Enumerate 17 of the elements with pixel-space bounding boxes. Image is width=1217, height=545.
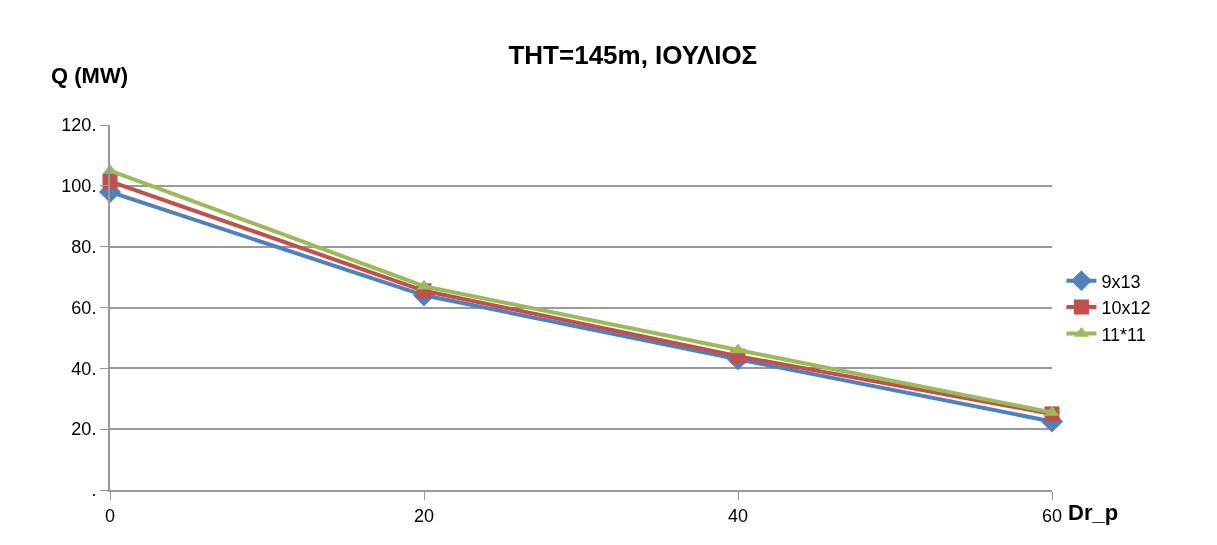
- y-axis-title: Q (MW): [51, 63, 128, 88]
- legend-label: 11*11: [1101, 324, 1146, 345]
- y-tick-label: 40.: [71, 358, 97, 379]
- legend-label: 9x13: [1101, 271, 1141, 292]
- x-tick-label: 40: [727, 505, 749, 526]
- y-tick-label: .: [91, 480, 97, 501]
- x-axis-title: Dr_p: [1068, 500, 1119, 525]
- y-tick-label: 120.: [61, 115, 97, 136]
- y-tick-label: 100.: [61, 176, 97, 197]
- legend-label: 10x12: [1101, 298, 1151, 319]
- x-tick-label: 60: [1041, 505, 1063, 526]
- x-tick-label: 0: [104, 505, 116, 526]
- x-tick-label: 20: [413, 505, 435, 526]
- y-tick-label: 80.: [71, 236, 97, 257]
- y-tick-label: 60.: [71, 297, 97, 318]
- y-tick-label: 20.: [71, 419, 97, 440]
- chart-title: THT=145m, ΙΟΥΛΙΟΣ: [508, 39, 758, 70]
